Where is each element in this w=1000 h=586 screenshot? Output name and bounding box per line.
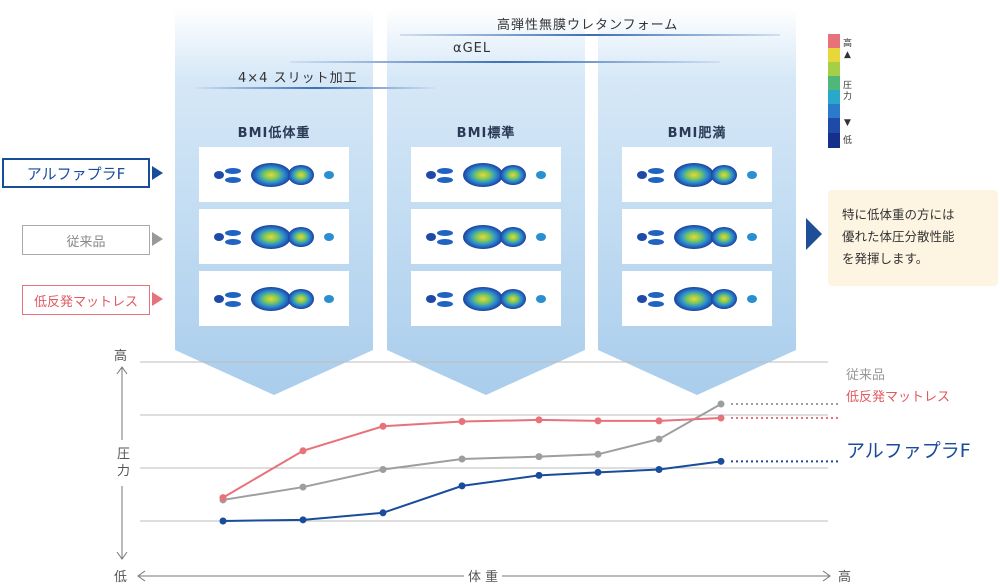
x-axis-right-arrowhead (822, 570, 831, 582)
data-point-alpha-4 (535, 471, 543, 479)
series-label-alpha: アルファプラF (846, 440, 971, 462)
data-point-conventional-3 (458, 455, 466, 463)
data-point-alpha-0 (219, 517, 227, 525)
legend-conventional-arrow (152, 232, 163, 246)
layer-label-slit: 4×4 スリット加工 (238, 71, 358, 86)
callout-box: 特に低体重の方には 優れた体圧分散性能 を発揮します。 (828, 190, 998, 286)
legend-low-rebound-label: 低反発マットレス (33, 294, 138, 310)
layer-line-slit (195, 87, 435, 89)
data-point-low_rebound-4 (535, 416, 543, 424)
data-point-low_rebound-0 (219, 494, 227, 502)
scale-low-label: 低 (843, 136, 853, 146)
x-axis-left-arrowhead (137, 570, 146, 582)
layer-label-gel: αGEL (453, 41, 492, 56)
y-axis-low-label: 低 (114, 570, 128, 585)
series-label-conventional: 従来品 (846, 368, 886, 383)
legend-conventional-label: 従来品 (66, 234, 106, 250)
callout-arrow (806, 218, 822, 250)
pressure-color-scale (828, 34, 840, 148)
data-point-low_rebound-3 (458, 418, 466, 426)
series-line-conventional (222, 403, 722, 501)
column-header-standard: BMI標準 (456, 126, 516, 141)
y-axis-down-arrowhead (116, 551, 128, 560)
layer-line-foam (400, 34, 780, 36)
legend-alpha-label: アルファプラF (26, 164, 126, 183)
data-point-conventional-5 (594, 450, 602, 458)
series-line-low_rebound (222, 417, 722, 499)
data-point-alpha-7 (717, 457, 725, 465)
x-axis-label: 体 重 (464, 566, 503, 585)
legend-alpha: アルファプラF (2, 158, 150, 188)
data-point-conventional-7 (717, 400, 725, 408)
series-line-alpha (222, 460, 722, 522)
x-axis-high-label: 高 (838, 570, 852, 585)
callout-line-2: 優れた体圧分散性能 (842, 229, 955, 244)
callout-line-3: を発揮します。 (842, 251, 929, 266)
legend-low-rebound: 低反発マットレス (22, 285, 150, 315)
layer-line-gel (290, 61, 720, 63)
data-point-alpha-5 (594, 468, 602, 476)
scale-down-arrow: ▼ (844, 118, 851, 128)
scale-up-arrow: ▲ (844, 50, 851, 60)
data-point-conventional-4 (535, 453, 543, 461)
data-point-conventional-1 (299, 483, 307, 491)
data-point-alpha-2 (379, 509, 387, 517)
y-axis-label: 圧 力 (117, 447, 131, 479)
scale-mid-label: 圧力 (843, 81, 853, 102)
legend-conventional: 従来品 (22, 225, 150, 255)
series-label-low-rebound: 低反発マットレス (846, 390, 951, 405)
column-header-low: BMI低体重 (237, 126, 311, 141)
legend-alpha-arrow (152, 166, 163, 180)
data-point-low_rebound-1 (299, 447, 307, 455)
data-point-low_rebound-6 (655, 417, 663, 425)
data-point-low_rebound-5 (594, 417, 602, 425)
data-point-conventional-6 (655, 435, 663, 443)
y-axis-high-label: 高 (114, 349, 128, 364)
data-point-alpha-3 (458, 482, 466, 490)
callout-line-1: 特に低体重の方には (842, 207, 955, 222)
data-point-conventional-2 (379, 466, 387, 474)
data-point-low_rebound-7 (717, 414, 725, 422)
y-axis-up-arrowhead (116, 366, 128, 375)
legend-low-rebound-arrow (152, 292, 163, 306)
data-point-low_rebound-2 (379, 422, 387, 430)
data-point-alpha-1 (299, 516, 307, 524)
data-point-alpha-6 (655, 466, 663, 474)
scale-high-label: 高 (843, 39, 853, 49)
column-header-obese: BMI肥満 (667, 126, 727, 141)
layer-label-foam: 高弾性無膜ウレタンフォーム (497, 18, 679, 33)
